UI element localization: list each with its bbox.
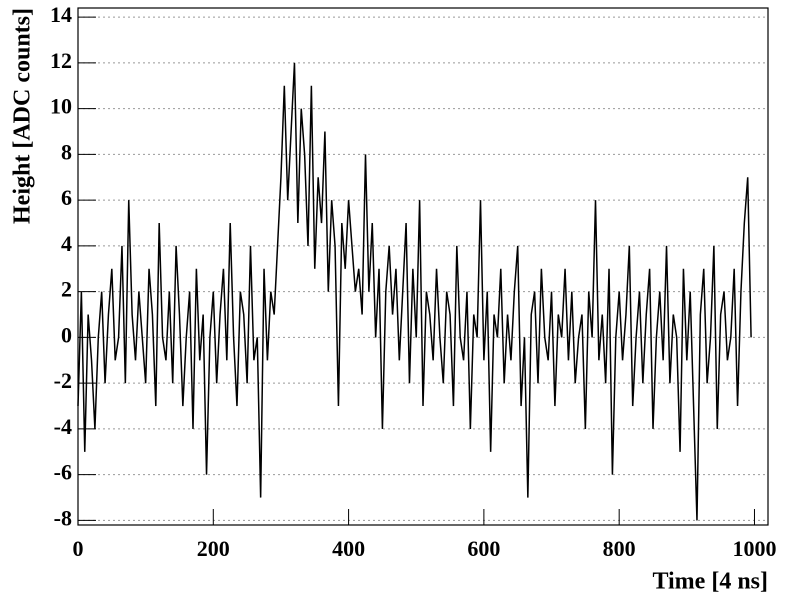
x-tick-label: 200 <box>197 536 230 561</box>
y-tick-label: -6 <box>54 460 72 485</box>
y-axis-title: Height [ADC counts] <box>10 8 36 224</box>
y-tick-label: -2 <box>54 368 72 393</box>
waveform <box>77 62 752 521</box>
x-tick-label: 400 <box>332 536 365 561</box>
y-tick-label: 12 <box>50 48 72 73</box>
plot-frame <box>77 7 769 526</box>
x-tick-label: 600 <box>467 536 500 561</box>
x-tick-label: 1000 <box>732 536 776 561</box>
y-tick-label: 14 <box>50 2 72 27</box>
y-tick-label: -4 <box>54 414 72 439</box>
y-tick-label: 6 <box>61 185 72 210</box>
y-tick-label: 10 <box>50 94 72 119</box>
x-tick-label: 800 <box>603 536 636 561</box>
y-tick-label: 8 <box>61 139 72 164</box>
y-tick-label: 0 <box>61 322 72 347</box>
y-tick-label: 4 <box>61 231 72 256</box>
x-axis-title: Time [4 ns] <box>652 569 768 595</box>
y-tick-label: -8 <box>54 505 72 530</box>
x-tick-label: 0 <box>73 536 84 561</box>
y-tick-label: 2 <box>61 277 72 302</box>
